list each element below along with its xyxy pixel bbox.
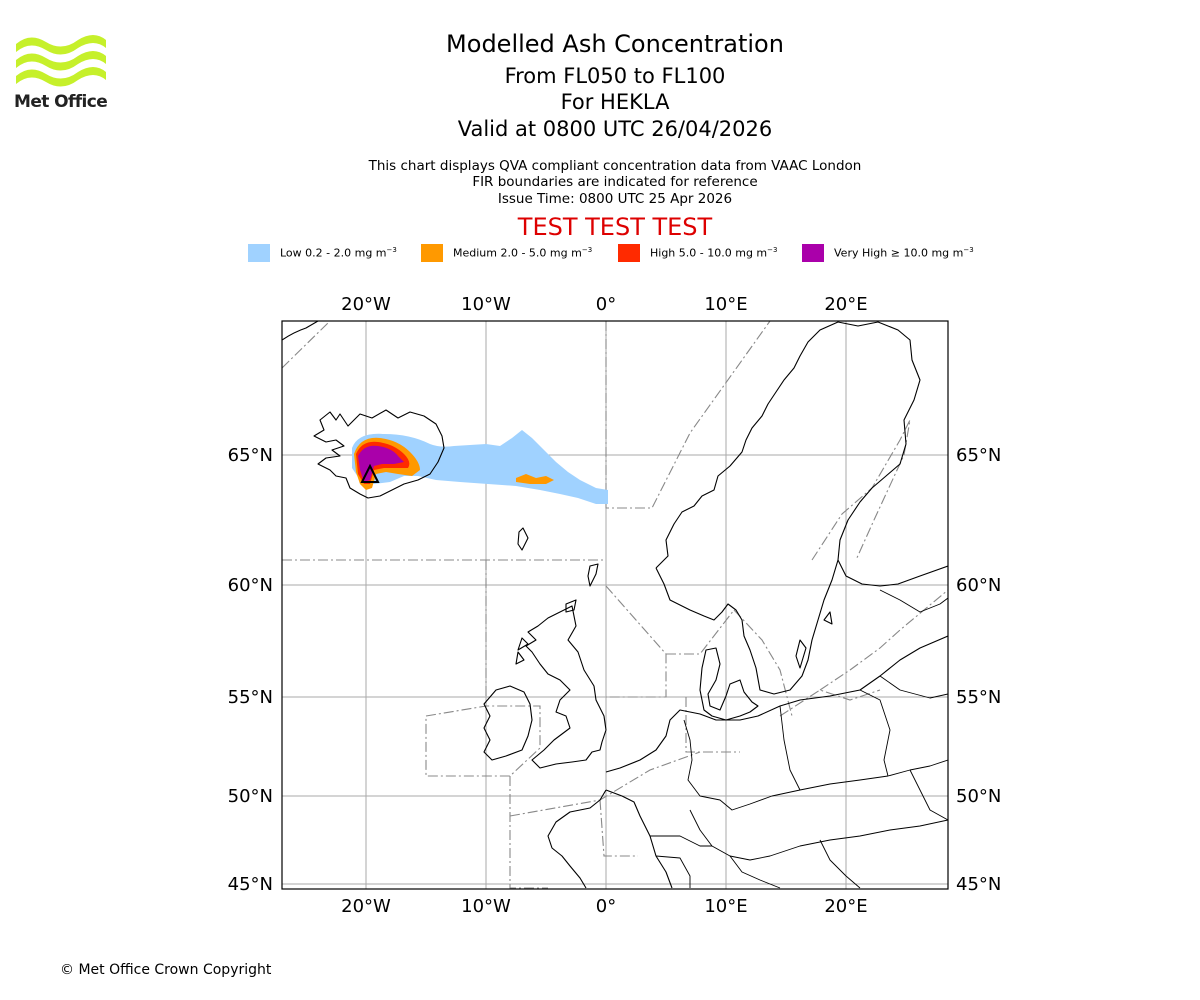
valid-time: Valid at 0800 UTC 26/04/2026 bbox=[457, 117, 773, 141]
denmark-coast bbox=[699, 647, 759, 721]
lon-label-top: 0° bbox=[596, 294, 616, 315]
lat-label-left: 60°N bbox=[228, 575, 273, 596]
legend-swatch-low bbox=[248, 244, 270, 262]
volcano-marker-icon bbox=[360, 463, 380, 483]
lon-label-top: 10°W bbox=[461, 294, 511, 315]
lat-label-left: 45°N bbox=[228, 874, 273, 895]
graticule bbox=[282, 321, 948, 889]
ash-low bbox=[352, 430, 608, 504]
test-banner: TEST TEST TEST bbox=[517, 213, 713, 241]
lat-labels-left: 65°N 60°N 55°N 50°N 45°N bbox=[228, 445, 273, 895]
great-britain-coast bbox=[525, 605, 607, 769]
chart-title: Modelled Ash Concentration bbox=[446, 30, 784, 58]
copyright-notice: © Met Office Crown Copyright bbox=[60, 962, 272, 978]
lat-label-left: 55°N bbox=[228, 687, 273, 708]
lon-labels-top: 20°W 10°W 0° 10°E 20°E bbox=[341, 294, 867, 315]
volcano-name: For HEKLA bbox=[560, 90, 670, 114]
lon-label-top: 20°W bbox=[341, 294, 391, 315]
met-office-logo bbox=[16, 35, 106, 87]
lat-label-right: 55°N bbox=[956, 687, 1001, 708]
subtitle-line1: This chart displays QVA compliant concen… bbox=[368, 158, 862, 174]
lat-label-left: 50°N bbox=[228, 786, 273, 807]
legend-swatch-very-high bbox=[802, 244, 824, 262]
iceland-coast bbox=[313, 409, 445, 499]
flight-levels: From FL050 to FL100 bbox=[504, 64, 726, 88]
legend-unit-exponent: −3 bbox=[386, 246, 397, 254]
continent-coast bbox=[605, 635, 948, 773]
legend-swatch-high bbox=[618, 244, 640, 262]
lon-label-bottom: 0° bbox=[596, 896, 616, 917]
lon-label-top: 10°E bbox=[704, 294, 747, 315]
ash-concentration bbox=[352, 430, 608, 504]
lon-label-bottom: 20°E bbox=[824, 896, 867, 917]
lat-labels-right: 65°N 60°N 55°N 50°N 45°N bbox=[956, 445, 1001, 895]
lon-label-bottom: 10°E bbox=[704, 896, 747, 917]
legend-label-medium: Medium 2.0 - 5.0 mg m bbox=[453, 246, 582, 260]
legend-label-very-high: Very High ≥ 10.0 mg m bbox=[834, 246, 964, 260]
lon-label-top: 20°E bbox=[824, 294, 867, 315]
lat-label-right: 45°N bbox=[956, 874, 1001, 895]
fir-boundaries bbox=[282, 321, 948, 889]
lat-label-right: 65°N bbox=[956, 445, 1001, 466]
lon-labels-bottom: 20°W 10°W 0° 10°E 20°E bbox=[341, 896, 867, 917]
ash-very-high bbox=[358, 445, 404, 482]
issue-time: Issue Time: 0800 UTC 25 Apr 2026 bbox=[497, 191, 733, 207]
lon-label-bottom: 10°W bbox=[461, 896, 511, 917]
legend-unit-exponent: −3 bbox=[963, 246, 974, 254]
lat-label-left: 65°N bbox=[228, 445, 273, 466]
legend-swatch-medium bbox=[421, 244, 443, 262]
ash-medium-patch bbox=[516, 474, 554, 484]
coastlines bbox=[282, 321, 948, 889]
met-office-logo-text: Met Office bbox=[14, 92, 108, 112]
lat-label-right: 50°N bbox=[956, 786, 1001, 807]
ireland-coast bbox=[483, 685, 533, 761]
map-frame bbox=[281, 320, 949, 890]
lat-label-right: 60°N bbox=[956, 575, 1001, 596]
legend-unit-exponent: −3 bbox=[581, 246, 593, 254]
subtitle-line2: FIR boundaries are indicated for referen… bbox=[472, 174, 758, 190]
legend-label-low: Low 0.2 - 2.0 mg m bbox=[280, 246, 387, 260]
lon-label-bottom: 20°W bbox=[341, 896, 391, 917]
legend-unit-exponent: −3 bbox=[767, 246, 778, 254]
scandinavia-coast bbox=[655, 321, 948, 587]
legend-label-high: High 5.0 - 10.0 mg m bbox=[650, 246, 768, 260]
